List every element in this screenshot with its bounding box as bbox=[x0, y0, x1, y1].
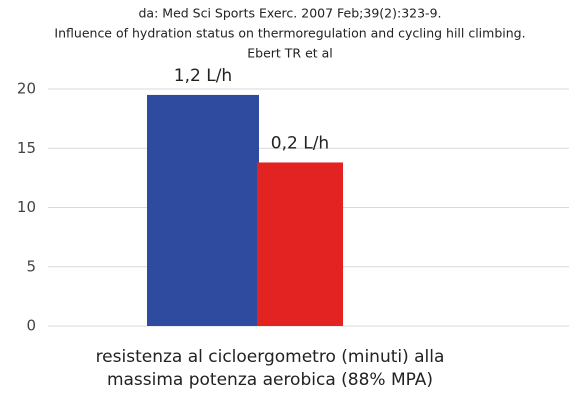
chart-title: Ebert TR et al bbox=[247, 46, 333, 61]
y-tick-label: 10 bbox=[17, 198, 36, 216]
x-axis-label: massima potenza aerobica (88% MPA) bbox=[107, 370, 433, 390]
annotation: 0,2 L/h bbox=[271, 133, 329, 153]
chart-title: Influence of hydration status on thermor… bbox=[54, 26, 525, 41]
bar bbox=[147, 94, 259, 326]
y-tick-label: 15 bbox=[17, 139, 36, 157]
x-axis-label: resistenza al cicloergometro (minuti) al… bbox=[96, 347, 445, 367]
annotation: 1,2 L/h bbox=[174, 66, 232, 86]
bar bbox=[257, 162, 343, 326]
y-tick-label: 0 bbox=[26, 317, 36, 335]
chart-title: da: Med Sci Sports Exerc. 2007 Feb;39(2)… bbox=[139, 6, 442, 21]
y-tick-label: 5 bbox=[26, 257, 36, 275]
y-tick-label: 20 bbox=[17, 80, 36, 98]
